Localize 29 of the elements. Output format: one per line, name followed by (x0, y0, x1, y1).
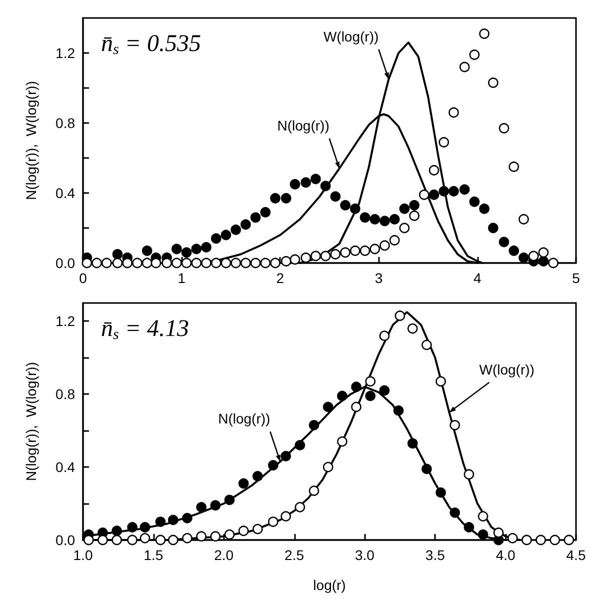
y-tick-label: 0.4 (56, 185, 76, 201)
x-axis-title: log(r) (313, 577, 346, 593)
x-tick-label: 1.0 (73, 547, 93, 563)
annotation: W(log(r)) (323, 28, 379, 44)
x-tick-label: 1.5 (144, 547, 164, 563)
x-tick-label: 3 (374, 270, 383, 286)
x-tick-label: 3.5 (425, 547, 446, 563)
x-tick-label: 2.0 (214, 547, 234, 563)
x-tick-label: 4.5 (566, 547, 586, 563)
annotation: W(log(r)) (479, 361, 534, 378)
y-tick-label: 0.8 (56, 386, 76, 402)
x-tick-label: 2.5 (284, 547, 304, 563)
x-tick-label: 1 (178, 270, 186, 286)
y-tick-label: 0.4 (56, 459, 76, 476)
x-tick-label: 3.0 (354, 547, 375, 563)
y-tick-label: 0.8 (56, 115, 76, 131)
annotation: N(log(r)) (277, 118, 330, 134)
y-tick-label: 0.0 (56, 255, 76, 271)
y-axis-title: N(log(r)), W(log(r)) (23, 362, 39, 481)
x-tick-label: 2 (276, 270, 284, 286)
x-tick-label: 4 (474, 270, 482, 286)
y-tick-label: 0.0 (56, 532, 76, 548)
y-tick-label: 1.2 (56, 45, 76, 61)
x-tick-label: 0 (79, 270, 88, 286)
y-tick-label: 1.2 (56, 313, 76, 330)
annotation: N(log(r)) (218, 410, 270, 427)
x-tick-label: 4.0 (496, 547, 516, 563)
x-tick-label: 5 (572, 270, 580, 286)
y-axis-title: N(log(r)), W(log(r)) (23, 81, 39, 200)
